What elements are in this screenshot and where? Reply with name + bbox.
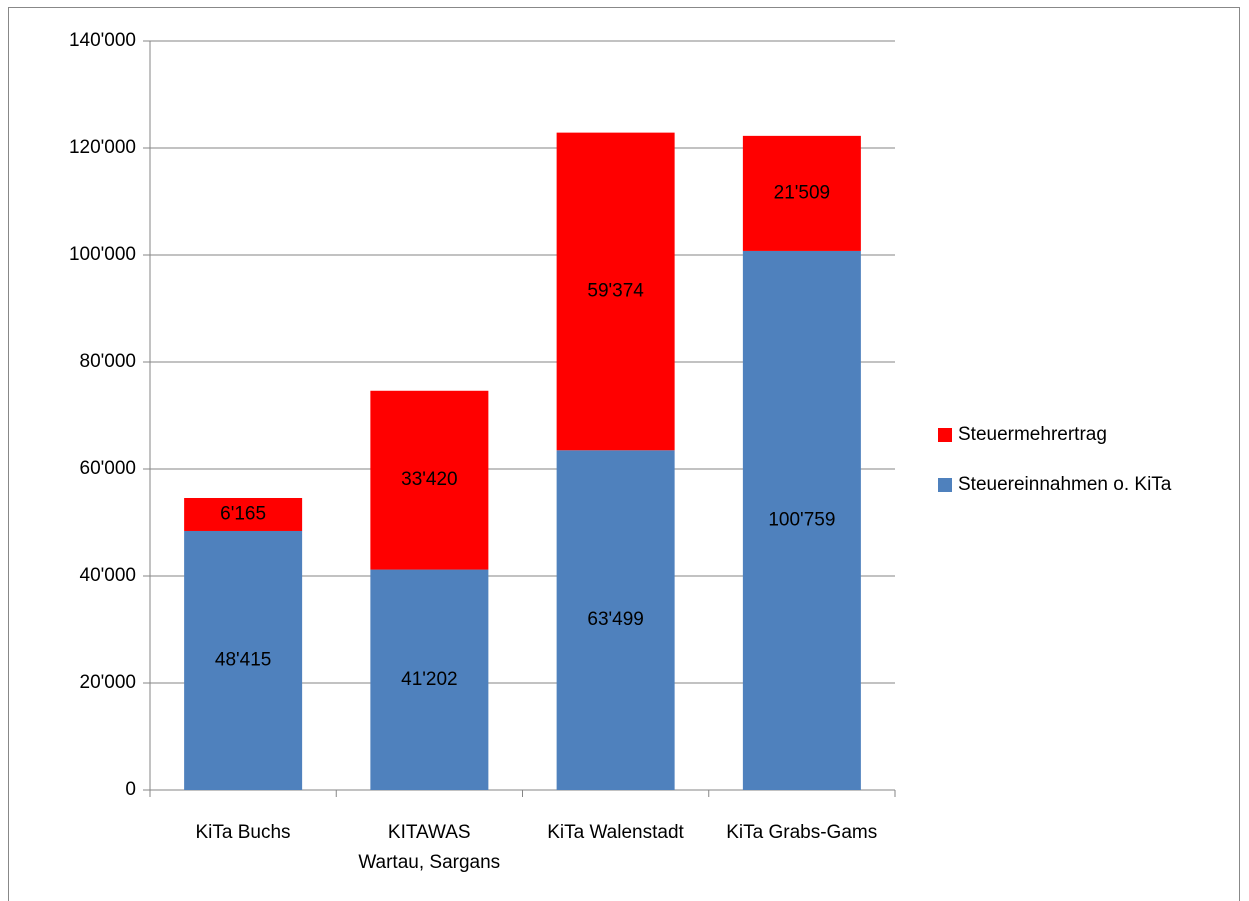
bar-segment [184, 530, 303, 790]
y-tick-label: 80'000 [80, 351, 136, 372]
x-tick-label: KITAWAS Wartau, Sargans [358, 822, 501, 873]
y-tick-label: 60'000 [80, 458, 136, 479]
data-label: 33'420 [401, 469, 457, 490]
y-tick-label: 140'000 [69, 30, 136, 51]
data-label: 6'165 [220, 504, 266, 525]
data-label: 100'759 [768, 509, 835, 530]
data-label: 63'499 [587, 609, 643, 630]
data-label: 48'415 [215, 650, 271, 671]
bar-segment [184, 497, 303, 531]
bar-segment [742, 135, 861, 251]
y-tick-label: 40'000 [80, 565, 136, 586]
y-tick-label: 0 [125, 779, 136, 800]
data-label: 41'202 [401, 669, 457, 690]
data-label: 21'509 [774, 182, 830, 203]
bar-segment [370, 569, 489, 790]
legend-swatch [938, 428, 952, 442]
bar-segment [556, 450, 675, 790]
y-tick-label: 120'000 [69, 137, 136, 158]
x-tick-label: KiTa Grabs-Gams [726, 822, 878, 843]
y-tick-label: 20'000 [80, 672, 136, 693]
legend-swatch [938, 478, 952, 492]
x-tick-label: KiTa Walenstadt [547, 822, 684, 843]
data-label: 59'374 [587, 280, 644, 301]
x-tick-label: KiTa Buchs [195, 822, 291, 843]
legend-label: Steuermehrertrag [958, 424, 1107, 445]
y-tick-label: 100'000 [69, 244, 136, 265]
legend-label: Steuereinnahmen o. KiTa [958, 474, 1172, 495]
bar-segment [556, 132, 675, 451]
bar-segment [370, 390, 489, 570]
bar-segment [742, 250, 861, 791]
chart-border [8, 7, 1240, 901]
